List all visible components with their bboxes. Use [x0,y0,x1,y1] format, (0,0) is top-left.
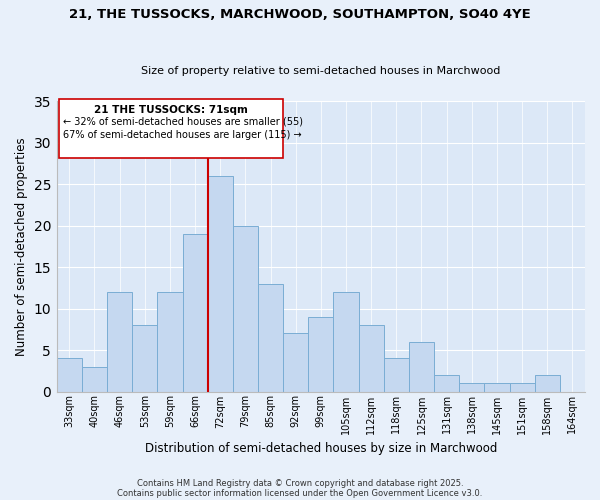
Text: Contains public sector information licensed under the Open Government Licence v3: Contains public sector information licen… [118,488,482,498]
Bar [535,375,560,392]
Bar [334,292,359,392]
Bar [283,334,308,392]
Bar [409,342,434,392]
Text: 21 THE TUSSOCKS: 71sqm: 21 THE TUSSOCKS: 71sqm [94,106,248,116]
Bar [82,366,107,392]
Bar [459,383,484,392]
X-axis label: Distribution of semi-detached houses by size in Marchwood: Distribution of semi-detached houses by … [145,442,497,455]
Text: Contains HM Land Registry data © Crown copyright and database right 2025.: Contains HM Land Registry data © Crown c… [137,478,463,488]
Bar [434,375,459,392]
Bar [107,292,132,392]
Bar [258,284,283,392]
Bar [359,325,384,392]
Text: 67% of semi-detached houses are larger (115) →: 67% of semi-detached houses are larger (… [63,130,302,140]
Bar [484,383,509,392]
Text: ← 32% of semi-detached houses are smaller (55): ← 32% of semi-detached houses are smalle… [63,116,303,126]
Bar [233,226,258,392]
Bar [157,292,182,392]
Bar [208,176,233,392]
Bar [182,234,208,392]
Text: 21, THE TUSSOCKS, MARCHWOOD, SOUTHAMPTON, SO40 4YE: 21, THE TUSSOCKS, MARCHWOOD, SOUTHAMPTON… [69,8,531,20]
Bar [308,317,334,392]
Bar [509,383,535,392]
Bar [57,358,82,392]
Bar [132,325,157,392]
Y-axis label: Number of semi-detached properties: Number of semi-detached properties [15,137,28,356]
Bar [384,358,409,392]
FancyBboxPatch shape [59,99,283,158]
Title: Size of property relative to semi-detached houses in Marchwood: Size of property relative to semi-detach… [141,66,500,76]
